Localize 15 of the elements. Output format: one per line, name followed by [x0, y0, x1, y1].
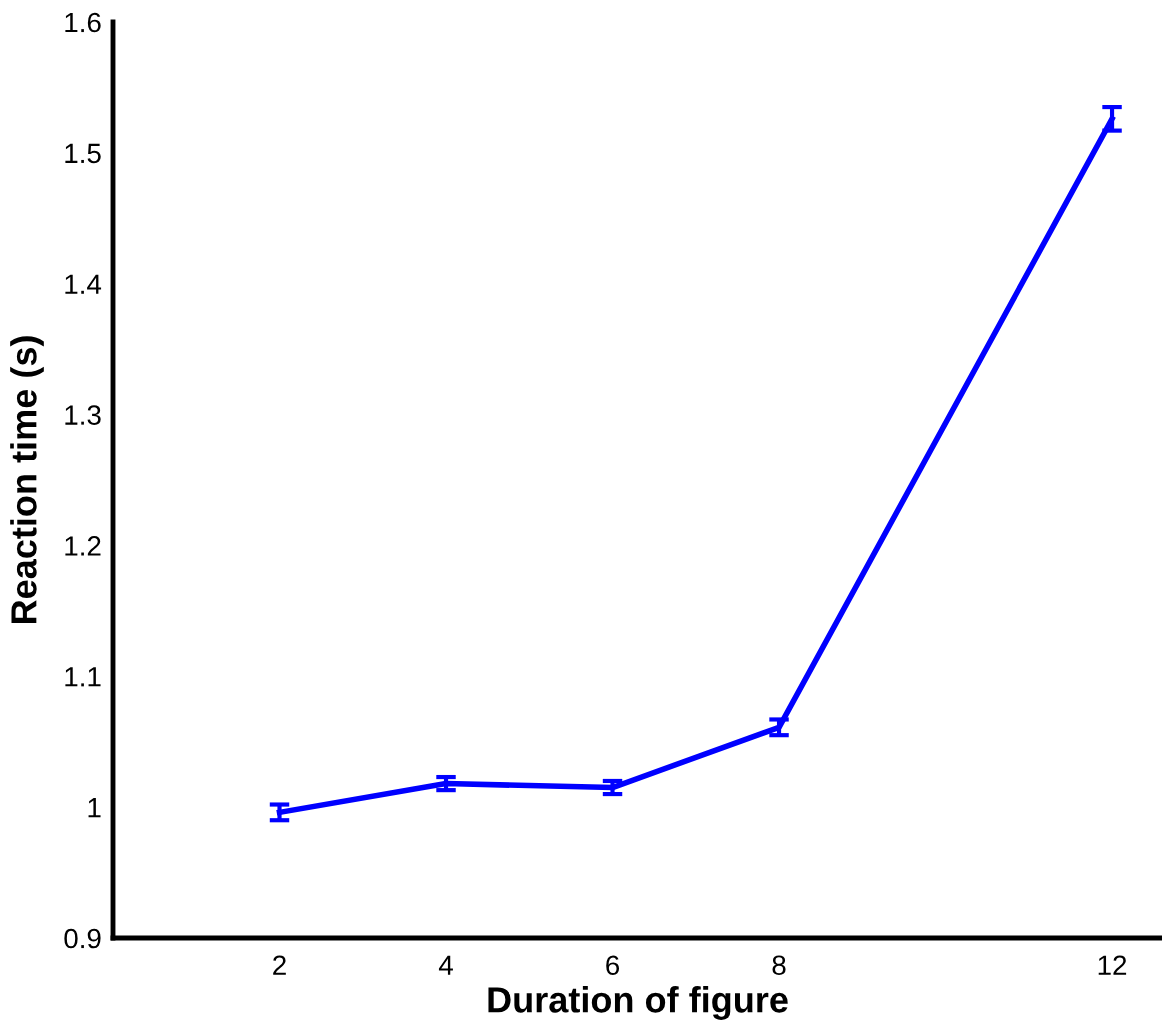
y-tick-label: 1.1	[65, 667, 101, 687]
x-tick-label: 8	[772, 955, 786, 976]
x-tick-label: 2	[273, 955, 286, 975]
y-tick-label: 1.2	[65, 536, 101, 556]
x-tick-label: 12	[1098, 955, 1127, 975]
y-tick-label: 0.9	[64, 928, 101, 949]
x-tick-label: 4	[438, 955, 453, 975]
y-tick-label: 1.3	[65, 405, 101, 425]
y-tick-label: 1.5	[65, 143, 101, 164]
y-axis-title: Reaction time (s)	[10, 336, 44, 624]
y-tick-label: 1.6	[65, 12, 101, 33]
y-tick-label: 1.4	[65, 274, 102, 294]
x-axis-title: Duration of figure	[488, 986, 788, 1020]
x-tick-label: 6	[606, 955, 620, 976]
y-tick-label: 1	[88, 798, 101, 818]
